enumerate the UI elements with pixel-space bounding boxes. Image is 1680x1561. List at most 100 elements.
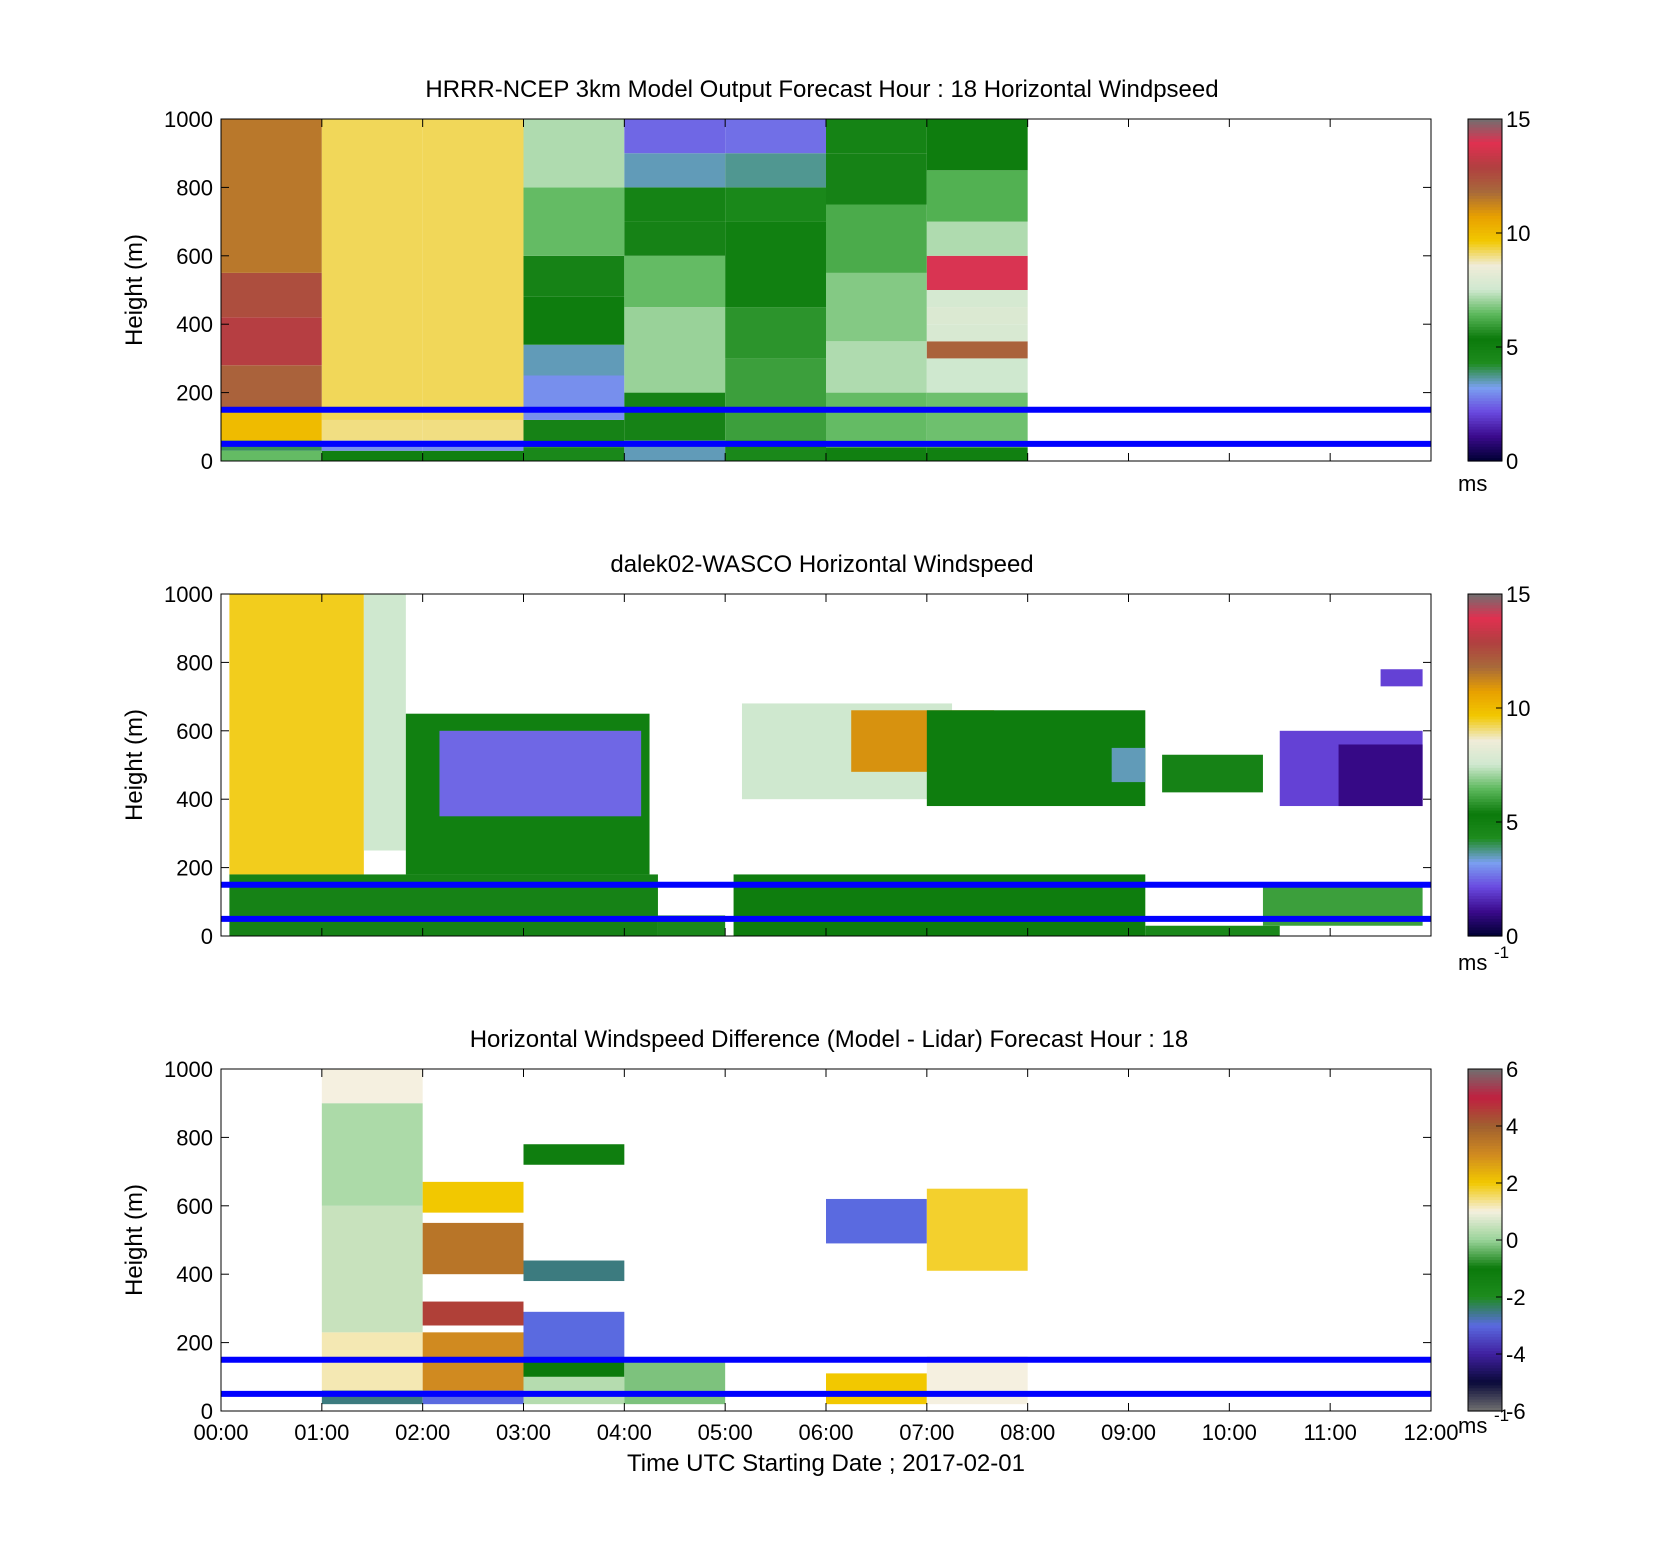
colorbar-swatch	[1468, 719, 1502, 723]
colorbar-swatch	[1468, 1331, 1502, 1335]
y-tick-label: 1000	[164, 107, 213, 132]
colorbar-swatch	[1468, 824, 1502, 829]
colorbar-swatch	[1468, 195, 1502, 200]
colorbar-swatch	[1468, 827, 1502, 832]
colorbar-swatch	[1468, 335, 1502, 340]
colorbar-swatch	[1468, 147, 1502, 151]
panel-title: HRRR-NCEP 3km Model Output Forecast Hour…	[425, 76, 1218, 103]
colorbar-swatch	[1468, 884, 1502, 889]
colorbar-swatch	[1468, 1299, 1502, 1304]
x-tick-label: 09:00	[1101, 1420, 1156, 1445]
heatmap-cell	[826, 392, 927, 448]
colorbar-swatch	[1468, 1231, 1502, 1235]
colorbar-swatch	[1468, 833, 1502, 837]
heatmap-cell	[221, 272, 322, 318]
colorbar-swatch	[1468, 904, 1502, 909]
colorbar-swatch	[1468, 1271, 1502, 1275]
colorbar-swatch	[1468, 708, 1502, 712]
colorbar-swatch	[1468, 270, 1502, 274]
colorbar-swatch	[1468, 1234, 1502, 1238]
colorbar-swatch	[1468, 736, 1502, 740]
colorbar-swatch	[1468, 705, 1502, 709]
colorbar-unit-exponent: -1	[1494, 943, 1509, 962]
colorbar-swatch	[1468, 321, 1502, 325]
x-tick-label: 12:00	[1403, 1420, 1458, 1445]
colorbar-tick-label: -4	[1506, 1342, 1526, 1367]
y-tick-label: 400	[176, 312, 213, 337]
colorbar-swatch	[1468, 1371, 1502, 1375]
heatmap-cell	[926, 290, 1028, 308]
colorbar-swatch	[1468, 656, 1502, 661]
colorbar-swatch	[1468, 1097, 1502, 1101]
colorbar-swatch	[1468, 916, 1502, 920]
colorbar-swatch	[1468, 1069, 1502, 1073]
colorbar-swatch	[1468, 611, 1502, 615]
heatmap-cell	[826, 1198, 927, 1244]
colorbar-swatch	[1468, 1183, 1502, 1187]
colorbar-swatch	[1468, 693, 1502, 698]
colorbar-swatch	[1468, 1220, 1502, 1224]
y-tick-label: 400	[176, 787, 213, 812]
heatmap-cells	[221, 119, 1028, 461]
heatmap-cell	[926, 447, 1028, 461]
y-tick-label: 800	[176, 650, 213, 675]
colorbar-swatch	[1468, 255, 1502, 260]
heatmap-cell	[523, 187, 625, 256]
colorbar-tick-label: 4	[1506, 1114, 1518, 1139]
colorbar-tick-label: 0	[1506, 924, 1518, 949]
colorbar-swatch	[1468, 207, 1502, 211]
heatmap-cell	[624, 255, 726, 308]
colorbar-swatch	[1468, 716, 1502, 720]
heatmap-cell	[439, 730, 642, 817]
heatmap-cell	[926, 341, 1028, 359]
heatmap-cell	[1338, 744, 1423, 807]
colorbar-swatch	[1468, 682, 1502, 686]
colorbar-frame	[1467, 118, 1503, 462]
colorbar-swatch	[1468, 1148, 1502, 1153]
colorbar-swatch	[1468, 685, 1502, 689]
colorbar-tick-label: 10	[1506, 696, 1530, 721]
colorbar-swatch	[1468, 184, 1502, 188]
colorbar-swatch	[1468, 1174, 1502, 1178]
x-ticks	[220, 594, 1432, 936]
y-tick-label: 0	[201, 924, 213, 949]
colorbar-swatch	[1468, 613, 1502, 618]
colorbar-swatch	[1468, 1251, 1502, 1255]
colorbar-swatch	[1468, 1077, 1502, 1081]
colorbar-swatch	[1468, 1143, 1502, 1147]
colorbar-swatch	[1468, 1225, 1502, 1230]
y-tick-label: 1000	[164, 582, 213, 607]
colorbar-swatch	[1468, 358, 1502, 362]
colorbar-swatch	[1468, 1314, 1502, 1318]
colorbar-swatch	[1468, 1185, 1502, 1190]
heatmap-cell	[523, 1260, 625, 1282]
heatmap-cell	[624, 392, 726, 441]
colorbar-tick-label: 5	[1506, 335, 1518, 360]
colorbar-swatch	[1468, 1285, 1502, 1290]
colorbar-swatch	[1468, 636, 1502, 641]
colorbar-swatch	[1468, 1088, 1502, 1093]
colorbar-swatch	[1468, 366, 1502, 371]
colorbar-swatch	[1468, 762, 1502, 766]
colorbar-frame	[1467, 593, 1503, 937]
colorbar-swatch	[1468, 1316, 1502, 1321]
colorbar-swatch	[1468, 1388, 1502, 1392]
colorbar-tick-label: 0	[1506, 449, 1518, 474]
colorbar-swatch	[1468, 802, 1502, 806]
colorbar-swatch	[1468, 381, 1502, 385]
y-tick-label: 0	[201, 449, 213, 474]
colorbar-swatch	[1468, 688, 1502, 692]
colorbar-swatch	[1468, 1268, 1502, 1272]
colorbar-swatch	[1468, 161, 1502, 166]
colorbar-swatch	[1468, 1114, 1502, 1119]
heatmap-cell	[926, 221, 1028, 256]
colorbar-swatch	[1468, 230, 1502, 234]
colorbar-swatch	[1468, 1334, 1502, 1338]
x-tick-label: 00:00	[193, 1420, 248, 1445]
colorbar-swatch	[1468, 1305, 1502, 1309]
heatmap-cell	[321, 419, 423, 441]
colorbar-swatch	[1468, 1237, 1502, 1241]
colorbar-swatch	[1468, 1265, 1502, 1270]
x-tick-label: 11:00	[1303, 1420, 1356, 1445]
colorbar-swatch	[1468, 378, 1502, 382]
